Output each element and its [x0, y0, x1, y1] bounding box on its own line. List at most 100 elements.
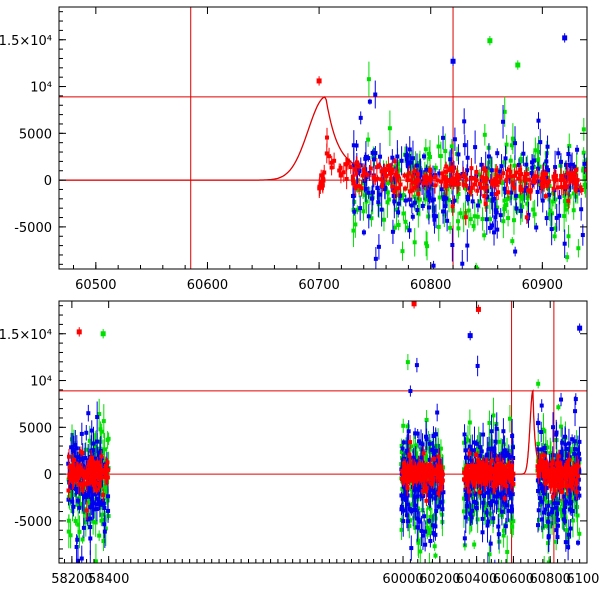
data-point [415, 525, 420, 530]
data-point [427, 491, 432, 496]
data-point [486, 154, 491, 159]
data-point [403, 478, 408, 483]
data-point [465, 155, 470, 160]
data-point [583, 185, 587, 190]
data-point [477, 466, 482, 471]
data-point [97, 500, 102, 505]
data-point [414, 363, 419, 368]
data-point [515, 208, 520, 213]
data-point [566, 234, 571, 239]
data-point [400, 446, 405, 451]
data-point [364, 174, 369, 179]
data-point [106, 436, 111, 441]
data-point [580, 233, 585, 238]
data-point [407, 589, 411, 593]
data-point [428, 484, 433, 489]
data-point [439, 464, 444, 469]
data-point [464, 177, 469, 182]
data-point [387, 126, 392, 131]
data-point [526, 188, 531, 193]
data-point [559, 173, 564, 178]
data-point [400, 450, 405, 455]
data-point [528, 188, 533, 193]
data-point [499, 164, 504, 169]
data-point [512, 185, 517, 190]
data-point [466, 473, 471, 478]
data-point [539, 517, 544, 522]
data-point [527, 177, 532, 182]
data-point [431, 468, 436, 473]
data-point [438, 478, 443, 483]
data-point [84, 508, 89, 513]
data-point [482, 132, 487, 137]
data-point [506, 167, 511, 172]
data-point [524, 186, 529, 191]
data-point [433, 214, 438, 219]
data-point [373, 151, 378, 156]
data-point [403, 198, 408, 203]
data-point [537, 182, 542, 187]
data-point [84, 471, 89, 476]
data-point [576, 452, 581, 457]
data-point [495, 205, 500, 210]
data-point [91, 460, 96, 465]
data-point [491, 413, 496, 418]
data-point [398, 193, 403, 198]
data-point [525, 201, 530, 206]
data-point [77, 505, 82, 510]
data-point [571, 208, 576, 213]
data-point [546, 534, 551, 539]
data-point [433, 183, 438, 188]
data-point [431, 197, 436, 202]
data-point [570, 162, 575, 167]
top-plot-frame [58, 6, 588, 270]
data-point [473, 491, 478, 496]
data-point [465, 438, 470, 443]
data-point [85, 474, 90, 479]
data-point [573, 409, 578, 414]
data-point [536, 523, 541, 528]
data-point [493, 337, 497, 341]
data-point [501, 119, 506, 124]
data-point [103, 526, 108, 531]
data-point [414, 479, 419, 484]
data-point [464, 183, 469, 188]
data-point [409, 203, 414, 208]
data-point [71, 492, 76, 497]
data-point [70, 448, 75, 453]
data-point [493, 439, 498, 444]
data-point [574, 167, 579, 172]
data-point [405, 174, 410, 179]
data-point [483, 179, 488, 184]
data-point [519, 172, 524, 177]
data-point [509, 509, 514, 514]
data-point [467, 420, 472, 425]
data-point [379, 169, 384, 174]
data-point [366, 214, 371, 219]
data-point [84, 430, 89, 435]
model-curve [59, 96, 360, 181]
data-point [480, 516, 485, 521]
data-point [416, 538, 421, 543]
data-point [403, 186, 408, 191]
data-point [405, 360, 410, 365]
data-point [427, 474, 432, 479]
data-point [358, 206, 363, 211]
data-point [546, 503, 551, 508]
data-point [366, 190, 371, 195]
data-point [389, 170, 394, 175]
data-point [447, 168, 452, 173]
data-point [559, 449, 564, 454]
data-point [399, 443, 404, 448]
data-point [463, 448, 468, 453]
data-point [555, 501, 560, 506]
data-point [564, 162, 569, 167]
data-point [545, 183, 550, 188]
data-point [488, 225, 493, 230]
data-point [511, 218, 516, 223]
data-point [415, 172, 420, 177]
data-point [428, 168, 433, 173]
data-point [420, 203, 425, 208]
data-point [540, 499, 545, 504]
